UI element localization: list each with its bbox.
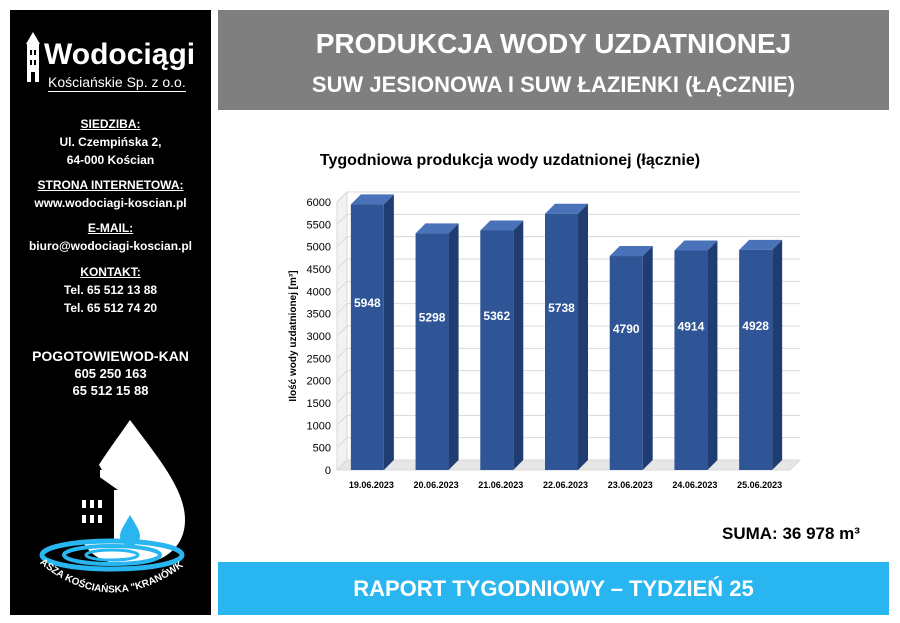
bar-side: [707, 240, 718, 470]
data-label: 4914: [678, 319, 705, 333]
bar-top: [415, 223, 459, 234]
gridline-diagonal: [336, 213, 348, 225]
gridline-diagonal: [336, 325, 348, 337]
tower-icon: [26, 32, 40, 82]
chart-title: Tygodniowa produkcja wody uzdatnionej (ł…: [320, 152, 700, 169]
bar-side: [513, 220, 524, 470]
page-title: PRODUKCJA WODY UZDATNIONEJ: [315, 28, 792, 59]
title-band: PRODUKCJA WODY UZDATNIONEJ SUW JESIONOWA…: [218, 10, 889, 110]
emergency-block: POGOTOWIEWOD-KAN 605 250 163 65 512 15 8…: [10, 348, 211, 399]
logo-name: Wodociągi: [44, 38, 196, 71]
gridline-diagonal: [336, 191, 348, 203]
contact-block: KONTAKT: Tel. 65 512 13 88 Tel. 65 512 7…: [10, 263, 211, 317]
gridline-diagonal: [336, 236, 348, 248]
address-label: SIEDZIBA:: [80, 117, 141, 131]
emergency-label: POGOTOWIEWOD-KAN: [32, 348, 189, 364]
contact-phone-1: Tel. 65 512 13 88: [63, 283, 158, 297]
page-subtitle: SUW JESIONOWA I SUW ŁAZIENKI (ŁĄCZNIE): [311, 72, 796, 97]
email-label: E-MAIL:: [87, 221, 134, 235]
emergency-phone-1: 605 250 163: [74, 366, 147, 381]
website-link[interactable]: www.wodociagi-koscian.pl: [34, 196, 187, 210]
bar: [415, 233, 449, 470]
y-tick-label: 4500: [307, 264, 331, 276]
bar-side: [642, 246, 653, 470]
x-tick-label: 23.06.2023: [608, 480, 653, 490]
data-label: 4928: [742, 319, 769, 333]
y-tick-label: 1500: [307, 398, 331, 410]
bar-top: [480, 220, 524, 231]
bar: [350, 204, 384, 470]
bar-side: [448, 223, 459, 470]
y-tick-label: 0: [325, 465, 331, 477]
contact-phone-2: Tel. 65 512 74 20: [63, 301, 158, 315]
bar: [545, 213, 578, 470]
email-link[interactable]: biuro@wodociagi-koscian.pl: [28, 239, 193, 253]
bar-side: [578, 203, 588, 470]
emergency-phone-2: 65 512 15 88: [72, 383, 149, 398]
y-axis-label: Ilość wody uzdatnionej [m³]: [288, 270, 299, 401]
data-label: 5738: [548, 301, 575, 315]
x-tick-label: 24.06.2023: [672, 480, 717, 490]
gridline-diagonal: [336, 459, 348, 471]
y-tick-label: 1000: [307, 420, 331, 432]
data-label: 4790: [613, 322, 640, 336]
bar-top: [545, 203, 588, 214]
contact-label: KONTAKT:: [80, 265, 141, 279]
production-chart: Tygodniowa produkcja wody uzdatnionej (ł…: [288, 152, 802, 490]
logo-subtitle: Kościańskie Sp. z o.o.: [48, 74, 186, 92]
address-block: SIEDZIBA: Ul. Czempińska 2, 64-000 Kości…: [10, 115, 211, 169]
bar-side: [383, 194, 394, 470]
address-line2: 64-000 Kościan: [66, 153, 155, 167]
y-tick-label: 3500: [307, 309, 331, 321]
gridline-diagonal: [336, 347, 348, 359]
y-tick-label: 5500: [307, 219, 331, 231]
website-label: STRONA INTERNETOWA:: [37, 178, 184, 192]
bar-top: [674, 240, 718, 251]
gridline-diagonal: [336, 437, 348, 449]
bar: [674, 250, 708, 470]
x-tick-label: 20.06.2023: [414, 480, 459, 490]
gridline-diagonal: [336, 258, 348, 270]
x-tick-label: 22.06.2023: [543, 480, 588, 490]
gridline-diagonal: [336, 414, 348, 426]
y-tick-label: 5000: [307, 242, 331, 254]
kranowka-emblem: NASZA KOŚCIAŃSKA "KRANÓWKA": [30, 415, 186, 596]
website-block: STRONA INTERNETOWA: www.wodociagi-koscia…: [10, 176, 211, 212]
summary-total: SUMA: 36 978 m³: [722, 524, 860, 543]
address-line1: Ul. Czempińska 2,: [59, 135, 162, 149]
y-tick-label: 2000: [307, 376, 331, 388]
sidebar: Wodociągi Kościańskie Sp. z o.o. SIEDZIB…: [10, 10, 211, 615]
bar-top: [739, 239, 783, 250]
y-tick-label: 6000: [307, 197, 331, 209]
y-tick-label: 2500: [307, 353, 331, 365]
email-block: E-MAIL: biuro@wodociagi-koscian.pl: [10, 219, 211, 255]
gridline-diagonal: [336, 370, 348, 382]
bar-side: [772, 239, 783, 470]
gridline-diagonal: [336, 392, 348, 404]
report-title: RAPORT TYGODNIOWY – TYDZIEŃ 25: [353, 576, 754, 601]
data-label: 5948: [354, 296, 381, 310]
y-tick-label: 4000: [307, 286, 331, 298]
gridline-diagonal: [336, 303, 348, 315]
y-tick-label: 500: [313, 443, 331, 455]
bar-top: [350, 194, 394, 205]
gridline-diagonal: [336, 280, 348, 292]
x-tick-label: 21.06.2023: [478, 480, 523, 490]
y-tick-label: 3000: [307, 331, 331, 343]
company-logo: Wodociągi Kościańskie Sp. z o.o.: [10, 32, 211, 92]
bar: [609, 256, 643, 470]
x-tick-label: 19.06.2023: [349, 480, 394, 490]
bar-top: [609, 246, 653, 257]
bar: [480, 230, 514, 470]
data-label: 5298: [419, 311, 446, 325]
footer-band: RAPORT TYGODNIOWY – TYDZIEŃ 25: [218, 562, 889, 615]
bar: [739, 249, 773, 470]
data-label: 5362: [483, 309, 510, 323]
x-tick-label: 25.06.2023: [737, 480, 782, 490]
